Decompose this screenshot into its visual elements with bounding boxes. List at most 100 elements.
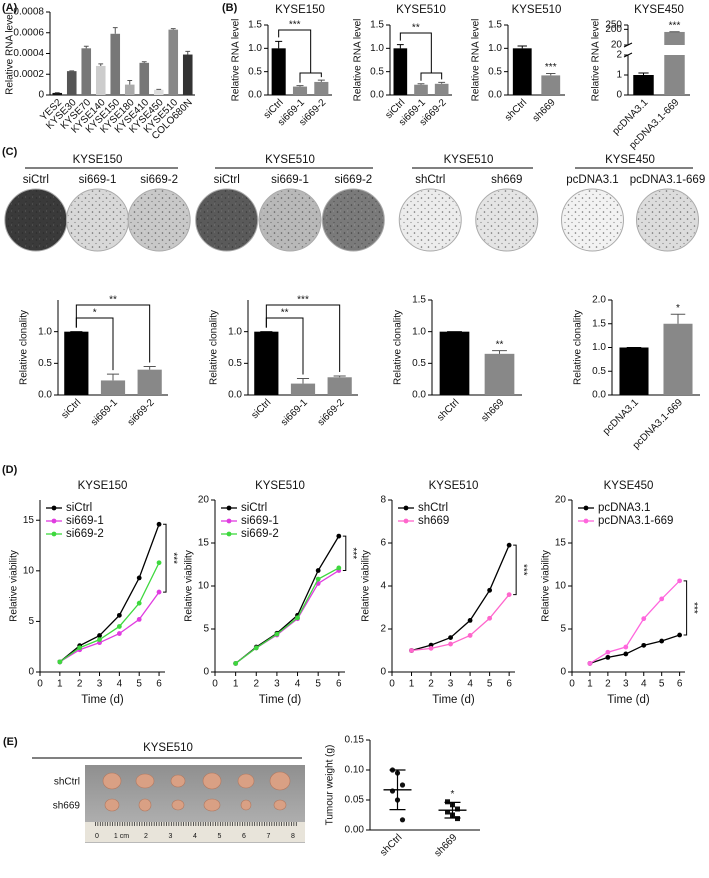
axis-break — [623, 42, 633, 48]
y-tick-label: 0.05 — [345, 795, 365, 806]
bar — [290, 383, 316, 395]
plate-label: siCtrl — [23, 174, 49, 186]
x-tick-label: 0 — [212, 679, 218, 690]
bar — [139, 62, 150, 95]
plate-label: si669-2 — [140, 174, 178, 186]
significance: *** — [545, 62, 557, 73]
point — [659, 638, 665, 644]
point — [315, 576, 321, 582]
x-tick-label: 2 — [253, 679, 259, 690]
point — [116, 624, 122, 629]
y-tick-label: 10 — [23, 565, 35, 576]
y-tick-label: 1.0 — [248, 43, 262, 54]
significance: *** — [167, 552, 178, 564]
legend-marker — [226, 505, 232, 511]
error-bar — [127, 79, 133, 85]
significance-bracket — [342, 535, 347, 572]
y-tick-label: 2 — [380, 624, 386, 635]
tumours — [102, 771, 291, 812]
point — [315, 568, 321, 573]
plate-label: si669-1 — [79, 174, 117, 186]
y-tick-label: 0 — [203, 667, 209, 678]
x-tick-label: si669-2 — [316, 397, 347, 428]
x-tick-label: 6 — [677, 679, 683, 690]
point — [156, 521, 162, 527]
y-tick-label: 15 — [198, 538, 210, 549]
bar — [414, 84, 428, 95]
panel-label: (E) — [3, 736, 18, 748]
bar — [633, 75, 654, 95]
x-tick-label: si669-1 — [89, 397, 120, 428]
y-tick-label: 1.0 — [228, 326, 242, 337]
point — [253, 645, 259, 651]
ruler-label: 1 cm — [114, 833, 129, 840]
y-tick-label: 0.0 — [248, 90, 262, 101]
bar — [393, 48, 408, 95]
y-axis-label: Relative RNA level — [353, 19, 364, 102]
legend-marker — [51, 505, 57, 511]
y-axis-label: Relative RNA level — [591, 19, 602, 102]
y-tick-label: 6 — [380, 538, 386, 549]
point — [233, 661, 239, 666]
series-line — [411, 594, 510, 652]
y-axis-label: Relative viability — [361, 550, 372, 622]
bar — [124, 84, 135, 95]
legend-label: pcDNA3.1-669 — [598, 515, 673, 527]
series-line — [59, 562, 160, 663]
y-tick-label: 20 — [555, 495, 567, 506]
significance-bracket — [299, 72, 322, 83]
series-line — [235, 569, 340, 664]
y-tick-label: 5 — [28, 616, 34, 627]
y-tick-label: 0 — [560, 667, 566, 678]
tumour-photo: (E) KYSE510 shCtrl sh669 0 1 cm 2 3 4 5 … — [3, 736, 305, 843]
y-tick-label: 0.0 — [412, 390, 426, 401]
plate-colonies — [323, 190, 384, 250]
significance-bracket — [265, 304, 341, 372]
legend-label: si669-1 — [66, 515, 104, 527]
point — [623, 644, 629, 650]
y-tick-label: 1.0 — [412, 326, 426, 337]
plate-colonies — [5, 190, 66, 250]
y-tick-label: 1.0 — [592, 342, 606, 353]
legend-label: siCtrl — [241, 502, 267, 514]
y-tick-label: 20 — [611, 40, 623, 51]
point — [487, 587, 493, 593]
ruler-label: 0 — [95, 833, 99, 840]
x-tick-label: shCtrl — [503, 97, 529, 123]
point — [409, 648, 414, 653]
y-tick-label: 4 — [380, 581, 386, 592]
y-tick-label: 2.0 — [592, 295, 606, 306]
plate-title: KYSE510 — [265, 154, 315, 166]
legend-label: si669-2 — [241, 528, 279, 540]
row-label: shCtrl — [54, 777, 80, 788]
x-tick-label: 0 — [389, 679, 395, 690]
panel-label: (A) — [2, 2, 18, 14]
error-bar — [317, 79, 325, 82]
error-bar — [333, 375, 346, 378]
x-axis-label: Time (d) — [432, 694, 475, 706]
y-tick-label: 5 — [203, 624, 209, 635]
point — [455, 806, 460, 812]
y-tick-label: 0.5 — [248, 66, 262, 77]
series-line — [589, 634, 680, 665]
series-line — [235, 567, 340, 664]
legend-label: si669-2 — [66, 528, 104, 540]
legend-label: sh669 — [418, 515, 449, 527]
legend-marker — [226, 518, 232, 524]
ruler-label: 5 — [218, 833, 222, 840]
y-tick-label: 0.0004 — [13, 48, 44, 59]
legend-marker — [226, 531, 232, 537]
x-tick-label: 2 — [428, 679, 434, 690]
point — [399, 782, 406, 788]
significance: ** — [109, 295, 117, 306]
error-bar — [296, 85, 304, 87]
x-tick-label: si669-1 — [279, 397, 310, 428]
y-axis-label: Relative viability — [9, 550, 20, 622]
ruler — [85, 822, 305, 842]
error-bar — [112, 27, 118, 34]
error-bar — [517, 45, 527, 49]
chart-title: KYSE150 — [78, 480, 128, 492]
y-tick-label: 0.5 — [38, 358, 52, 369]
point — [506, 542, 512, 548]
x-tick-label: 5 — [136, 679, 142, 690]
